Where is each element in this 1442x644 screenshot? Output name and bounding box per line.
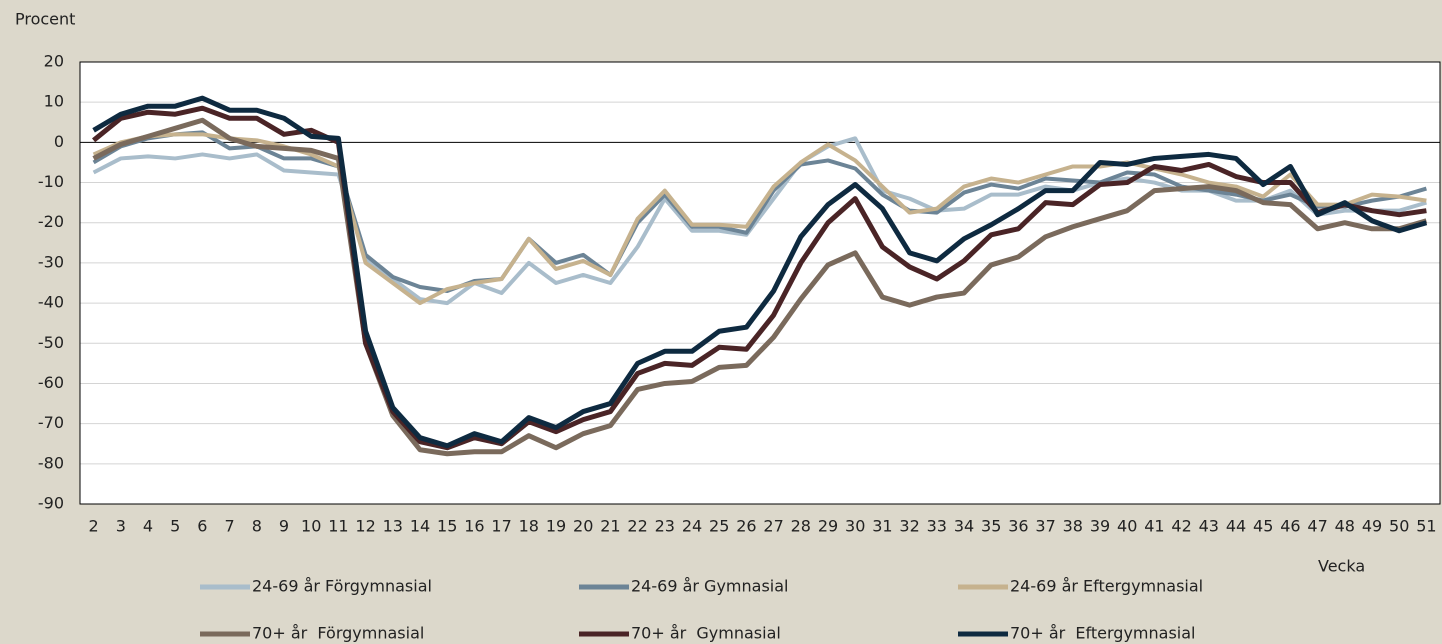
x-tick-label: 36 (1008, 517, 1028, 536)
x-tick-label: 42 (1171, 517, 1191, 536)
x-tick-label: 20 (573, 517, 593, 536)
x-tick-label: 18 (519, 517, 539, 536)
x-tick-label: 43 (1199, 517, 1219, 536)
legend-label: 70+ år Eftergymnasial (1010, 624, 1195, 643)
x-tick-label: 17 (491, 517, 511, 536)
series-line (92, 130, 1427, 294)
x-tick-label: 2 (89, 517, 99, 536)
y-tick-label: -80 (38, 453, 64, 472)
legend-label: 70+ år Gymnasial (631, 624, 781, 643)
legend-label: 24-69 år Eftergymnasial (1010, 577, 1203, 596)
x-tick-label: 21 (600, 517, 620, 536)
y-tick-label: -70 (38, 413, 64, 432)
x-axis-label: Vecka (1318, 557, 1365, 576)
x-tick-label: 22 (627, 517, 647, 536)
x-tick-label: 27 (763, 517, 783, 536)
x-tick-label: 16 (464, 517, 484, 536)
x-tick-label: 39 (1090, 517, 1110, 536)
series-line (92, 132, 1427, 306)
x-tick-label: 45 (1253, 517, 1273, 536)
x-tick-label: 48 (1335, 517, 1355, 536)
x-tick-label: 6 (197, 517, 207, 536)
x-tick-label: 47 (1307, 517, 1327, 536)
x-tick-label: 23 (655, 517, 675, 536)
x-tick-label: 31 (872, 517, 892, 536)
x-tick-label: 12 (355, 517, 375, 536)
x-tick-label: 9 (279, 517, 289, 536)
x-tick-label: 24 (682, 517, 702, 536)
x-tick-label: 14 (410, 517, 430, 536)
x-tick-label: 30 (845, 517, 865, 536)
x-tick-label: 51 (1416, 517, 1436, 536)
x-tick-label: 11 (328, 517, 348, 536)
x-tick-label: 29 (818, 517, 838, 536)
y-tick-label: 0 (54, 132, 64, 151)
x-tick-label: 19 (546, 517, 566, 536)
series-line (92, 117, 1428, 457)
x-tick-label: 32 (899, 517, 919, 536)
y-tick-label: -20 (38, 212, 64, 231)
y-tick-label: -90 (38, 494, 64, 513)
y-tick-label: 20 (44, 52, 64, 71)
y-tick-label: -40 (38, 293, 64, 312)
x-tick-label: 25 (709, 517, 729, 536)
x-tick-label: 35 (981, 517, 1001, 536)
x-tick-label: 38 (1063, 517, 1083, 536)
y-tick-label: -50 (38, 333, 64, 352)
x-tick-label: 3 (116, 517, 126, 536)
plot-area (80, 62, 1440, 504)
y-tick-label: -10 (38, 172, 64, 191)
x-tick-label: 8 (252, 517, 262, 536)
x-tick-label: 15 (437, 517, 457, 536)
x-tick-label: 44 (1226, 517, 1246, 536)
y-tick-label: 10 (44, 92, 64, 111)
y-axis-label: Procent (15, 10, 75, 29)
series-line (92, 95, 1428, 449)
x-tick-label: 46 (1280, 517, 1300, 536)
x-tick-label: 34 (954, 517, 974, 536)
legend-label: 70+ år Förgymnasial (252, 624, 424, 643)
x-tick-label: 26 (736, 517, 756, 536)
series-line (92, 105, 1427, 451)
x-tick-label: 7 (225, 517, 235, 536)
x-tick-label: 37 (1035, 517, 1055, 536)
x-tick-label: 33 (927, 517, 947, 536)
x-tick-label: 41 (1144, 517, 1164, 536)
x-tick-label: 49 (1362, 517, 1382, 536)
legend-label: 24-69 år Förgymnasial (252, 577, 432, 596)
legend-label: 24-69 år Gymnasial (631, 577, 788, 596)
x-tick-label: 4 (143, 517, 153, 536)
y-tick-label: -30 (38, 252, 64, 271)
x-tick-label: 50 (1389, 517, 1409, 536)
y-tick-label: -60 (38, 373, 64, 392)
x-tick-label: 28 (791, 517, 811, 536)
x-tick-label: 13 (383, 517, 403, 536)
x-tick-label: 10 (301, 517, 321, 536)
x-tick-label: 5 (170, 517, 180, 536)
plot-border (79, 61, 1441, 505)
x-tick-label: 40 (1117, 517, 1137, 536)
